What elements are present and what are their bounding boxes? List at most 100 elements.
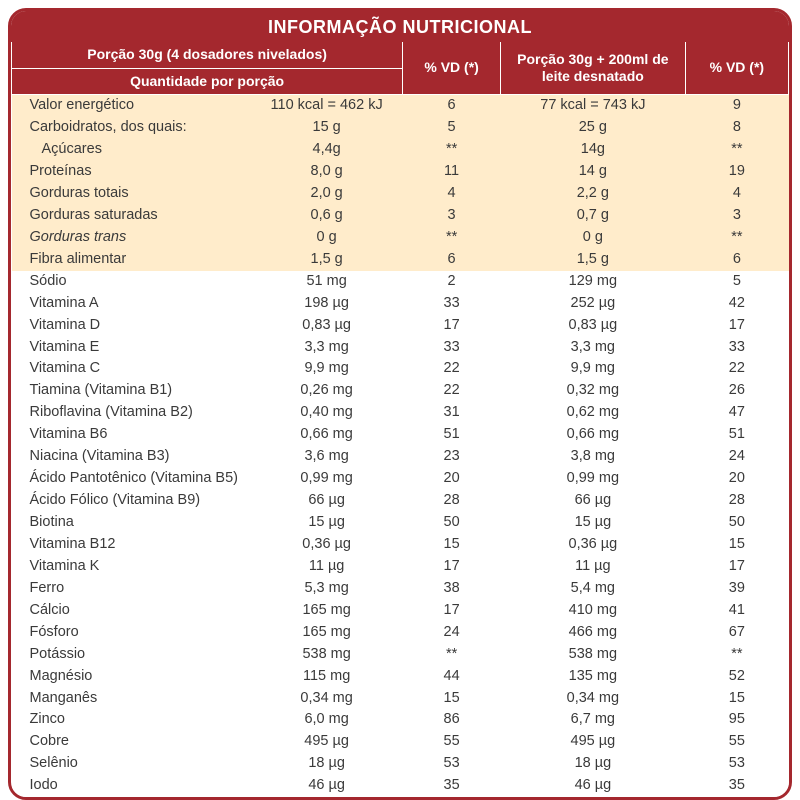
cell-v1: 6,0 mg [251, 709, 403, 731]
cell-d1: 53 [403, 753, 501, 775]
cell-v1: 51 mg [251, 271, 403, 293]
cell-d2: 26 [685, 380, 788, 402]
cell-d2: 5 [685, 271, 788, 293]
nutrient-name: Vitamina B6 [12, 424, 251, 446]
cell-d2: 19 [685, 161, 788, 183]
cell-v2: 2,2 g [500, 183, 685, 205]
cell-d1: 51 [403, 424, 501, 446]
cell-d1: 38 [403, 578, 501, 600]
cell-d1: ** [403, 643, 501, 665]
table-row: Vitamina D0,83 µg170,83 µg17 [12, 314, 789, 336]
table-row: Magnésio115 mg44135 mg52 [12, 665, 789, 687]
cell-d2: 24 [685, 446, 788, 468]
cell-v2: 5,4 mg [500, 578, 685, 600]
cell-d1: 5 [403, 117, 501, 139]
cell-d1: 31 [403, 402, 501, 424]
cell-v2: 66 µg [500, 490, 685, 512]
nutrition-body: Valor energético110 kcal = 462 kJ677 kca… [12, 95, 789, 798]
cell-v1: 15 g [251, 117, 403, 139]
nutrient-name: Vitamina B12 [12, 534, 251, 556]
cell-v1: 0,99 mg [251, 468, 403, 490]
cell-v2: 3,3 mg [500, 336, 685, 358]
cell-v2: 495 µg [500, 731, 685, 753]
cell-d1: 6 [403, 249, 501, 271]
cell-d2: 41 [685, 600, 788, 622]
table-row: Vitamina B120,36 µg150,36 µg15 [12, 534, 789, 556]
cell-d1: 23 [403, 446, 501, 468]
cell-d2: 55 [685, 731, 788, 753]
nutrient-name: Riboflavina (Vitamina B2) [12, 402, 251, 424]
cell-v1: 11 µg [251, 556, 403, 578]
table-row: Vitamina A198 µg33252 µg42 [12, 292, 789, 314]
table-row: Ácido Fólico (Vitamina B9)66 µg2866 µg28 [12, 490, 789, 512]
cell-d1: 22 [403, 358, 501, 380]
cell-d1: 28 [403, 490, 501, 512]
cell-v2: 0,66 mg [500, 424, 685, 446]
cell-v1: 5,3 mg [251, 578, 403, 600]
cell-v1: 3,3 mg [251, 336, 403, 358]
cell-v1: 3,6 mg [251, 446, 403, 468]
table-row: Cobre495 µg55495 µg55 [12, 731, 789, 753]
cell-v1: 538 mg [251, 643, 403, 665]
cell-v1: 0,36 µg [251, 534, 403, 556]
cell-d1: 15 [403, 534, 501, 556]
cell-d2: 17 [685, 314, 788, 336]
table-row: Zinco6,0 mg866,7 mg95 [12, 709, 789, 731]
table-row: Iodo46 µg3546 µg35 [12, 775, 789, 797]
cell-d1: 44 [403, 665, 501, 687]
nutrient-name: Ferro [12, 578, 251, 600]
cell-d2: 42 [685, 292, 788, 314]
cell-v2: 252 µg [500, 292, 685, 314]
cell-d1: 24 [403, 622, 501, 644]
nutrition-table: Porção 30g (4 dosadores nivelados) % VD … [11, 42, 789, 797]
nutrient-name: Iodo [12, 775, 251, 797]
cell-d1: 17 [403, 556, 501, 578]
cell-d2: 3 [685, 205, 788, 227]
cell-v1: 15 µg [251, 512, 403, 534]
nutrition-panel: INFORMAÇÃO NUTRICIONAL Porção 30g (4 dos… [8, 8, 792, 800]
header-portion-top: Porção 30g (4 dosadores nivelados) [12, 42, 403, 68]
nutrient-name: Tiamina (Vitamina B1) [12, 380, 251, 402]
nutrient-name: Fibra alimentar [12, 249, 251, 271]
nutrient-name: Vitamina K [12, 556, 251, 578]
cell-v2: 135 mg [500, 665, 685, 687]
table-row: Gorduras trans0 g**0 g** [12, 227, 789, 249]
cell-v1: 0,34 mg [251, 687, 403, 709]
cell-v2: 0,83 µg [500, 314, 685, 336]
cell-v2: 46 µg [500, 775, 685, 797]
cell-d2: 47 [685, 402, 788, 424]
cell-d2: ** [685, 227, 788, 249]
panel-title: INFORMAÇÃO NUTRICIONAL [11, 11, 789, 42]
cell-d2: 28 [685, 490, 788, 512]
cell-d2: 20 [685, 468, 788, 490]
nutrient-name: Vitamina A [12, 292, 251, 314]
cell-v2: 9,9 mg [500, 358, 685, 380]
cell-d1: 3 [403, 205, 501, 227]
cell-d1: 35 [403, 775, 501, 797]
cell-v2: 25 g [500, 117, 685, 139]
cell-v1: 18 µg [251, 753, 403, 775]
cell-d1: ** [403, 227, 501, 249]
cell-v2: 0,36 µg [500, 534, 685, 556]
cell-d2: 17 [685, 556, 788, 578]
cell-v1: 9,9 mg [251, 358, 403, 380]
cell-v2: 18 µg [500, 753, 685, 775]
cell-v1: 8,0 g [251, 161, 403, 183]
cell-v2: 15 µg [500, 512, 685, 534]
table-row: Ácido Pantotênico (Vitamina B5)0,99 mg20… [12, 468, 789, 490]
cell-d2: 51 [685, 424, 788, 446]
table-row: Carboidratos, dos quais:15 g525 g8 [12, 117, 789, 139]
table-row: Valor energético110 kcal = 462 kJ677 kca… [12, 95, 789, 117]
table-row: Cálcio165 mg17410 mg41 [12, 600, 789, 622]
table-row: Manganês0,34 mg150,34 mg15 [12, 687, 789, 709]
table-row: Ferro5,3 mg385,4 mg39 [12, 578, 789, 600]
cell-v1: 66 µg [251, 490, 403, 512]
cell-d2: 52 [685, 665, 788, 687]
table-row: Açúcares4,4g**14g** [12, 139, 789, 161]
cell-d2: 35 [685, 775, 788, 797]
nutrient-name: Ácido Fólico (Vitamina B9) [12, 490, 251, 512]
cell-v2: 77 kcal = 743 kJ [500, 95, 685, 117]
nutrient-name: Vitamina D [12, 314, 251, 336]
cell-v2: 1,5 g [500, 249, 685, 271]
cell-d1: 55 [403, 731, 501, 753]
